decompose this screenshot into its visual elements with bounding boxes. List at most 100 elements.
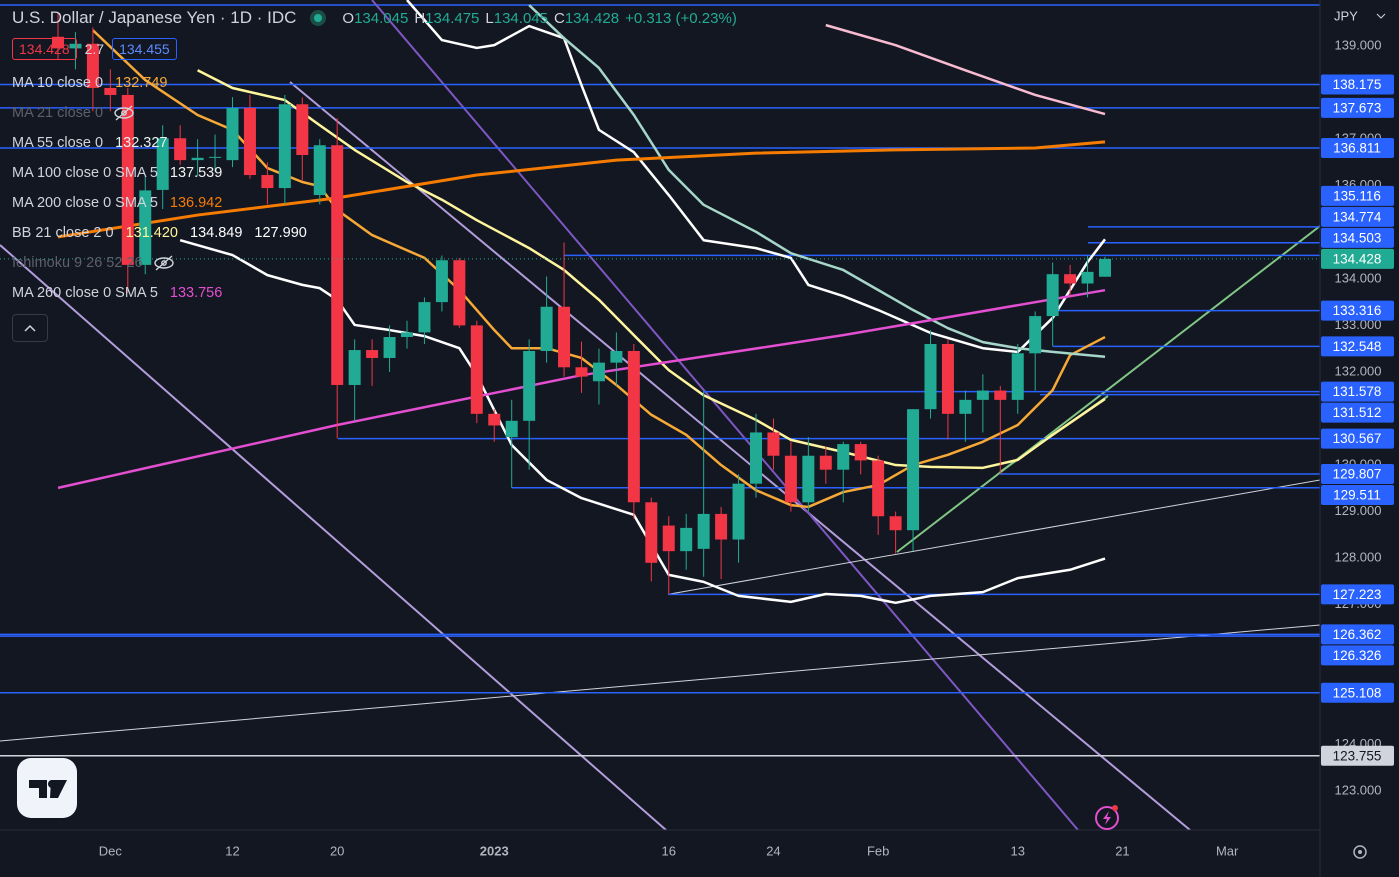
- channel-line: [0, 244, 667, 830]
- price-label: 133.316: [1333, 303, 1382, 318]
- candle-body: [784, 455, 797, 503]
- price-label: 129.807: [1333, 467, 1382, 482]
- legend-label: BB 21 close 2 0: [12, 225, 114, 241]
- candle-body: [1099, 258, 1111, 277]
- candle-body: [924, 344, 937, 410]
- candle-body: [156, 138, 169, 190]
- candle-body: [575, 367, 588, 377]
- x-tick-label: 13: [1011, 843, 1025, 858]
- channel-line: [371, 0, 1079, 830]
- candle-body: [104, 87, 117, 95]
- plot: [0, 0, 1320, 830]
- price-label-bg: [1321, 428, 1394, 449]
- legend-value: 137.539: [169, 165, 223, 181]
- ohlc-key: L: [485, 9, 494, 27]
- spread: 2.7: [84, 41, 105, 57]
- candle-body: [889, 516, 902, 531]
- legend-value: 127.990: [254, 225, 307, 241]
- chevron: [24, 324, 36, 332]
- price-label: 127.223: [1333, 587, 1382, 602]
- hidden-icon[interactable]: [113, 105, 135, 121]
- price-label-bg: [1321, 485, 1394, 506]
- price-label-bg: [1321, 336, 1394, 357]
- candle-body: [959, 399, 972, 414]
- price-label-bg: [1321, 206, 1394, 227]
- candle-body: [209, 156, 222, 158]
- price-label-bg: [1321, 645, 1394, 666]
- y-tick-label: 132.000: [1335, 363, 1382, 378]
- x-tick-label: 2023: [480, 843, 509, 858]
- candle-body: [558, 306, 571, 368]
- candle-body: [941, 344, 954, 414]
- ohlc-value: 134.428: [564, 9, 620, 27]
- price-label-bg: [1321, 300, 1394, 321]
- price-label-bg: [1321, 185, 1394, 206]
- candle-body: [435, 260, 448, 303]
- hidden-icon[interactable]: [153, 255, 175, 271]
- candle-body: [523, 350, 536, 421]
- legend-row: BB 21 close 2 0 131.420 134.849 127.990: [12, 218, 737, 248]
- indicator-line: [179, 238, 1106, 605]
- indicator-line: [197, 69, 1106, 470]
- price-label: 125.108: [1333, 685, 1382, 700]
- candle-body: [1081, 271, 1094, 284]
- candle-body: [610, 350, 623, 363]
- y-tick-label: 128.000: [1335, 550, 1382, 565]
- legend-value: 136.942: [169, 195, 223, 211]
- price-label: 134.774: [1333, 209, 1382, 224]
- settings-icon[interactable]: [1353, 845, 1367, 859]
- price-label: 135.116: [1333, 188, 1381, 203]
- y-tick-label: 129.000: [1335, 503, 1382, 518]
- price-label: 131.578: [1333, 384, 1382, 399]
- candle-body: [174, 138, 187, 161]
- price-label-bg: [1321, 97, 1394, 118]
- candle-body: [732, 483, 745, 540]
- ohlc-value: 134.475: [425, 9, 480, 27]
- alert-icon[interactable]: [1095, 805, 1119, 830]
- candle-body: [907, 409, 920, 531]
- collapse-button[interactable]: [12, 314, 48, 342]
- indicator-line: [825, 23, 1106, 116]
- bid[interactable]: 134.428: [12, 38, 77, 60]
- candle-body: [976, 390, 989, 400]
- candle-body: [261, 175, 274, 189]
- candle-body: [383, 337, 396, 358]
- legend-label: Ichimoku 9 26 52 26: [12, 255, 143, 271]
- candle-body: [488, 413, 501, 426]
- candle-body: [348, 350, 361, 385]
- x-tick-label: 16: [662, 843, 676, 858]
- legend-row: MA 200 close 0 SMA 5 136.942: [12, 188, 737, 218]
- price-label-bg: [1321, 682, 1394, 703]
- candle-body: [819, 455, 832, 470]
- ask[interactable]: 134.455: [112, 38, 177, 60]
- candle-body: [1029, 316, 1042, 354]
- legend-row: MA 260 close 0 SMA 5 133.756: [12, 278, 737, 308]
- price-label: 134.503: [1333, 230, 1382, 245]
- x-tick-label: Feb: [867, 843, 889, 858]
- indicator-legend: MA 10 close 0 132.749 MA 21 close 0 MA 55 c…: [12, 68, 737, 308]
- currency: JPY: [1334, 8, 1358, 23]
- candle-body: [854, 444, 867, 461]
- price-label: 129.511: [1333, 488, 1381, 503]
- ohlc-key: H: [414, 9, 426, 27]
- candle-body: [418, 302, 431, 333]
- candle-body: [1064, 274, 1077, 284]
- price-label: 134.428: [1333, 251, 1382, 266]
- candle-body: [1011, 353, 1024, 400]
- legend-row: Ichimoku 9 26 52 26: [12, 248, 737, 278]
- candle-body: [470, 325, 483, 414]
- legend-row: MA 100 close 0 SMA 5 137.539: [12, 158, 737, 188]
- candle-body: [278, 104, 291, 189]
- candle-body: [296, 104, 309, 156]
- candle-body: [52, 36, 64, 49]
- candle-body: [627, 350, 640, 503]
- price-label-bg: [1321, 464, 1394, 485]
- indicator-line: [528, 4, 1106, 358]
- legend-label: MA 100 close 0 SMA 5: [12, 165, 158, 181]
- ohlc-value: 134.045: [354, 9, 409, 27]
- dropdown-icon: [1376, 13, 1386, 19]
- channel-line: [289, 81, 1191, 830]
- y-tick-label: 139.000: [1335, 38, 1382, 53]
